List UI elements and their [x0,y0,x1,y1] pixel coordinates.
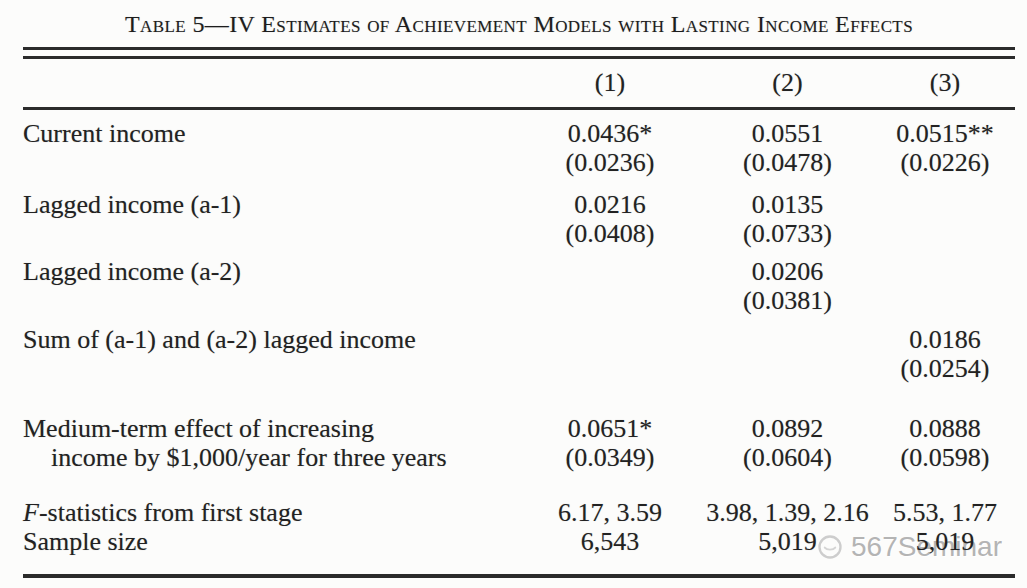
standard-error: (0.0381) [743,286,832,315]
column-header-3: (3) [875,68,1015,98]
estimate-value: 0.0135 [752,190,824,219]
table-row-sum-lagged-income: Sum of (a-1) and (a-2) lagged income 0.0… [23,325,1015,383]
cell-col2: 0.0135 (0.0733) [700,190,875,248]
estimate-value: 0.0892 [752,414,824,443]
column-header-row: (1) (2) (3) [23,59,1015,98]
estimate-value: 0.0186 [909,325,981,354]
estimate-value: 0.0216 [574,190,646,219]
row-label-line1: Medium-term effect of increasing [23,414,514,443]
estimate-value: 0.0206 [752,257,824,286]
row-label: Lagged income (a-1) [23,190,520,219]
standard-error: (0.0598) [901,443,990,472]
table-row-f-statistics: F-statistics from first stage 6.17, 3.59… [23,498,1015,527]
estimate-value: 0.0515** [896,119,994,148]
estimate-value: 0.0651* [568,414,653,443]
standard-error: (0.0226) [901,148,990,177]
table-row-lagged-income-a1: Lagged income (a-1) 0.0216 (0.0408) 0.01… [23,190,1015,248]
cell-col3: 0.0515** (0.0226) [875,119,1015,177]
standard-error: (0.0254) [901,354,990,383]
cell-col1: 0.0216 (0.0408) [520,190,700,248]
paper-page: 567Seminar Table 5—IV Estimates of Achie… [0,0,1027,588]
standard-error: (0.0236) [566,148,655,177]
header-separator-rule [23,107,1015,110]
stat-value-col1: 6.17, 3.59 [520,498,700,527]
row-label-line2: income by $1,000/year for three years [23,443,514,472]
top-double-rule [23,47,1015,59]
cell-col1: 0.0436* (0.0236) [520,119,700,177]
row-label: Lagged income (a-2) [23,257,520,286]
estimate-value: 0.0436* [568,119,653,148]
cell-col3: 0.0888 (0.0598) [875,414,1015,472]
table-row-current-income: Current income 0.0436* (0.0236) 0.0551 (… [23,119,1015,177]
column-header-1: (1) [520,68,700,98]
estimate-value: 0.0551 [752,119,824,148]
cell-col2: 0.0206 (0.0381) [700,257,875,315]
standard-error: (0.0733) [743,219,832,248]
row-label: Current income [23,119,520,148]
table-row-lagged-income-a2: Lagged income (a-2) 0.0206 (0.0381) [23,257,1015,315]
column-header-2: (2) [700,68,875,98]
cell-col3: 0.0186 (0.0254) [875,325,1015,383]
stat-value-col2: 5,019 [700,527,875,556]
cell-col1: 0.0651* (0.0349) [520,414,700,472]
results-table: Table 5—IV Estimates of Achievement Mode… [23,0,1015,578]
stat-value-col3: 5.53, 1.77 [875,498,1015,527]
cell-col2: 0.0551 (0.0478) [700,119,875,177]
statistics-block: F-statistics from first stage 6.17, 3.59… [23,498,1015,556]
row-label-text: -statistics from first stage [39,498,303,527]
row-label: Sum of (a-1) and (a-2) lagged income [23,325,520,354]
bottom-rule [23,574,1015,578]
estimate-value: 0.0888 [909,414,981,443]
standard-error: (0.0478) [743,148,832,177]
table-row-sample-size: Sample size 6,543 5,019 5,019 [23,527,1015,556]
stat-value-col3: 5,019 [875,527,1015,556]
row-label: F-statistics from first stage [23,498,520,527]
f-symbol: F [23,498,39,527]
stat-value-col2: 3.98, 1.39, 2.16 [700,498,875,527]
stat-value-col1: 6,543 [520,527,700,556]
cell-col2: 0.0892 (0.0604) [700,414,875,472]
table-row-medium-term-effect: Medium-term effect of increasing income … [23,414,1015,472]
standard-error: (0.0349) [566,443,655,472]
row-label: Sample size [23,527,520,556]
standard-error: (0.0408) [566,219,655,248]
standard-error: (0.0604) [743,443,832,472]
row-label: Medium-term effect of increasing income … [23,414,520,472]
table-title: Table 5—IV Estimates of Achievement Mode… [23,9,1015,40]
